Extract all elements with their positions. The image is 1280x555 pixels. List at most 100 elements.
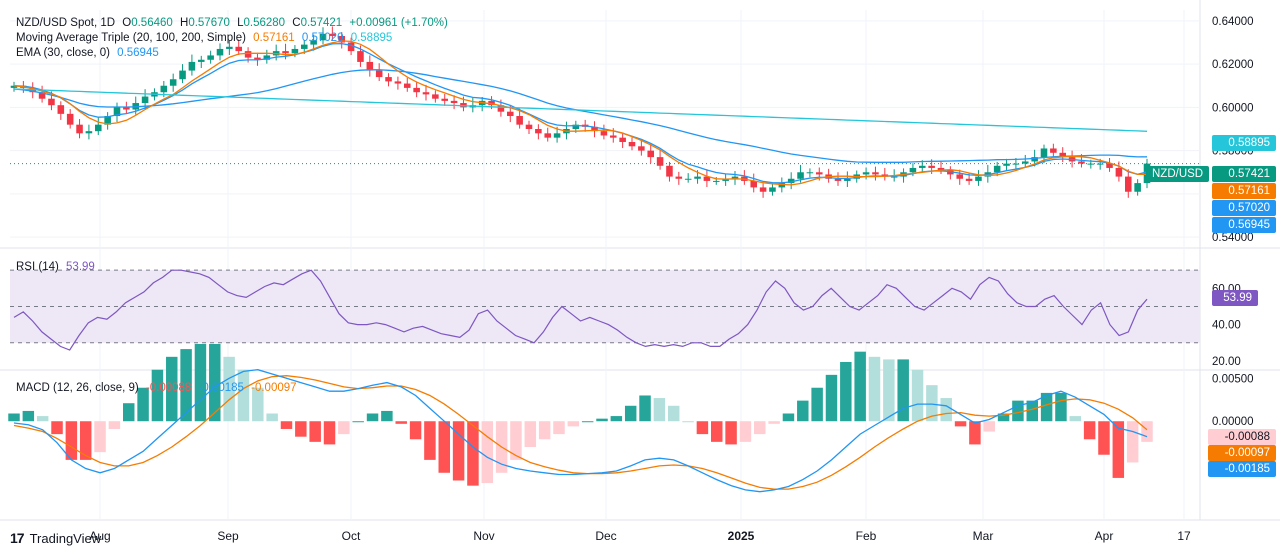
candle-body [432,94,439,99]
candle-body [862,172,870,175]
candle-body [731,176,739,179]
macd-hist-bar [395,421,407,424]
candle-body [403,83,411,88]
candle-body [647,150,655,158]
candle-body [778,183,786,188]
rsi-price-tag: 53.99 [1212,290,1258,306]
candle-body [815,172,823,175]
candle-body [310,40,317,45]
candle-body [48,98,55,106]
macd-hist-bar [782,413,795,422]
macd-hist-bar [151,369,164,422]
rsi-tick-label: 40.00 [1212,320,1241,332]
candle-body [638,146,645,151]
candle-body [300,44,308,49]
macd-line [13,369,1148,493]
candle-body [422,92,430,95]
ma200-price-tag: 0.58895 [1212,135,1276,151]
macd-hist-bar [424,421,436,460]
candle-body [703,176,711,181]
candle-body [497,105,505,112]
candle-body [712,180,720,182]
x-tick-label: Aug [89,529,110,543]
close-price-tag: 0.57421 [1212,166,1276,182]
candle-body [572,124,580,129]
low-value: 0.56280 [243,17,286,29]
macd-hist-bar [1098,421,1110,455]
candle-body [928,165,935,168]
high-value: 0.57670 [188,17,230,29]
tradingview-logo-icon: 17 [10,530,25,546]
ma100-line [13,69,1148,163]
ma-title: Moving Average Triple (20, 100, 200, Sim… [16,32,246,44]
macd-hist-bar [711,421,723,442]
macd-hist-bar [295,421,307,437]
x-tick-label: Nov [473,529,494,543]
candle-body [1078,161,1085,164]
ma20-line [13,40,1147,186]
candle-body [553,133,561,138]
rsi-title: RSI (14) [16,261,59,273]
candle-body [94,124,102,132]
macd-hist-bar [467,421,479,486]
candle-body [1050,148,1057,153]
macd-hist-bar [739,421,752,442]
candle-body [834,178,842,181]
high-label: H [180,17,189,29]
candle-body [226,46,233,49]
macd-hist-bar [338,421,350,435]
macd-hist-bar [309,421,321,442]
macd-hist-bar [51,421,63,435]
macd-hist-bar [1126,421,1139,463]
candle-body [394,81,402,84]
macd-hist-bar [1112,421,1125,478]
macd-hist-bar [811,387,823,422]
candle-body [937,167,945,171]
macd-hist-bar [137,387,149,422]
candle-body [66,113,74,125]
candle-body [160,85,168,93]
macd-hist-bar [868,356,881,422]
macd-hist-bar [194,343,207,422]
ma200-line [13,88,1148,132]
candle-body [993,165,1001,173]
change-value: +0.00961 (+1.70%) [349,17,448,29]
macd-hist-bar [381,410,393,422]
macd-hist-bar [926,385,938,422]
macd-line-value: -0.00185 [198,382,244,394]
candle-body [909,167,917,173]
macd-hist-bar [983,421,995,432]
candle-body [329,33,336,36]
ema-title: EMA (30, close, 0) [16,47,110,59]
macd-hist-bar [209,343,221,422]
candle-body [975,176,982,181]
macd-hist-bar [754,421,766,435]
macd-hist-bar [409,421,422,440]
macd-hist-bar [252,387,264,422]
x-tick-label: 17 [1177,529,1191,543]
candle-body [918,165,926,168]
x-tick-label: Oct [342,529,361,543]
candle-body [254,57,261,60]
candle-body [947,170,954,175]
ema-value: 0.56945 [117,47,159,59]
y-tick-label: 0.54000 [1212,232,1254,244]
candle-body [1031,157,1038,162]
rsi-band [10,269,1200,344]
candle-body [750,180,758,188]
open-label: O [122,17,132,29]
macd-hist-bar [438,421,450,473]
macd-hist-bar [166,356,178,422]
macd-hist-bar [854,351,866,422]
ema-line [13,42,1148,184]
y-tick-label: 0.62000 [1212,59,1254,71]
macd-hist-bar [897,359,909,422]
macd-hist-bar [1040,392,1053,422]
candle-body [797,172,804,179]
candle-body [1021,161,1029,164]
macd-tick-label: 0.00500 [1212,373,1254,385]
candle-body [375,70,383,78]
macd-hist-bar [725,421,737,445]
macd-legend: MACD (12, 26, close, 9) -0.00088 -0.0018… [16,381,301,396]
